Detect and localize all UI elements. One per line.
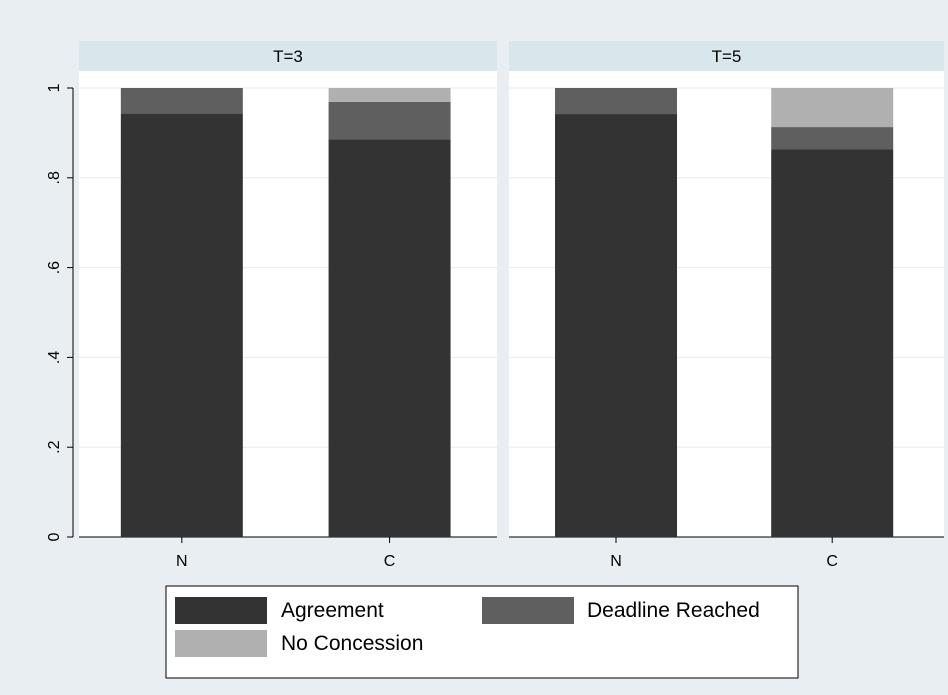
bar-segment <box>120 113 243 537</box>
panel-title: T=5 <box>712 47 742 66</box>
x-tick-label: C <box>384 553 396 570</box>
x-tick-label: C <box>826 553 838 570</box>
y-tick-label: .8 <box>46 171 63 184</box>
bar-segment <box>328 88 451 102</box>
y-tick-label: 0 <box>46 532 63 541</box>
legend-label: Agreement <box>281 599 384 622</box>
legend-swatch <box>175 630 267 657</box>
x-tick-label: N <box>176 553 188 570</box>
bar-segment <box>328 101 451 140</box>
legend-swatch <box>482 597 574 624</box>
legend-swatch <box>175 597 267 624</box>
panel-strip <box>509 41 944 71</box>
x-tick-label: N <box>610 553 622 570</box>
panel-title: T=3 <box>273 47 303 66</box>
y-tick-label: .4 <box>46 351 63 364</box>
y-tick-label: .6 <box>46 261 63 274</box>
bar-segment <box>771 127 894 150</box>
bar-segment <box>771 149 894 537</box>
y-tick-label: 1 <box>46 83 63 92</box>
bar-segment <box>771 88 894 128</box>
bar-segment <box>328 139 451 537</box>
legend-label: No Concession <box>281 632 423 655</box>
bar-segment <box>555 114 678 538</box>
bar-segment <box>120 88 243 114</box>
bar-segment <box>555 88 678 115</box>
panel-strip <box>79 41 497 71</box>
legend-label: Deadline Reached <box>587 599 760 622</box>
y-tick-label: .2 <box>46 440 63 453</box>
